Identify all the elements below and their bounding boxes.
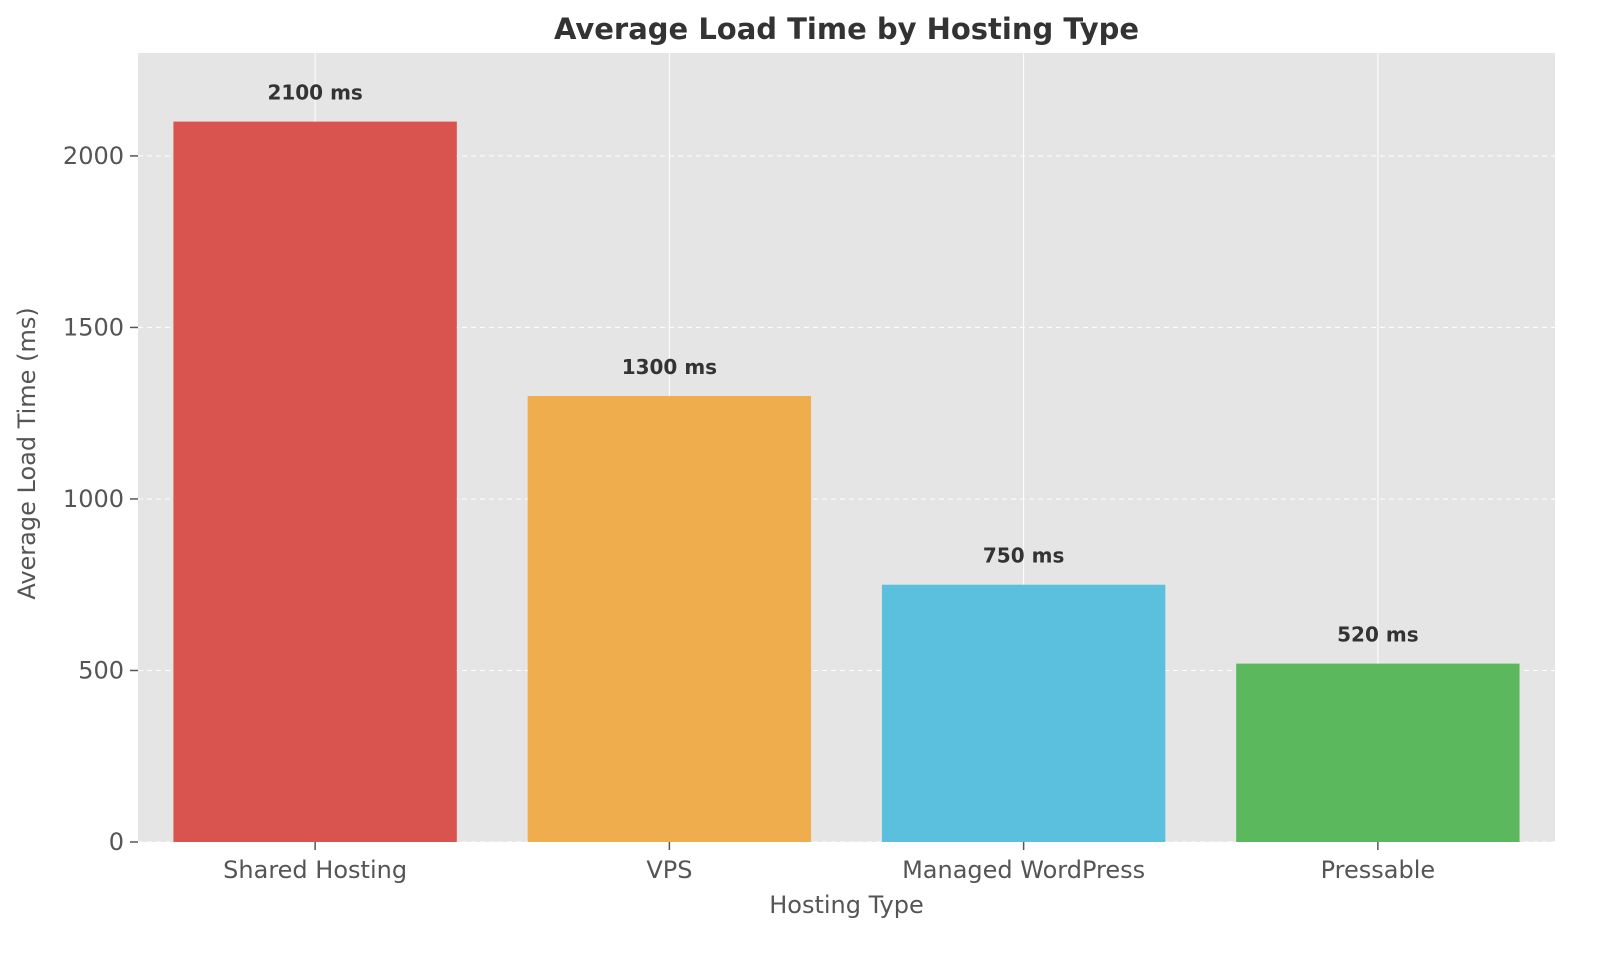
data-label: 520 ms bbox=[1337, 623, 1418, 647]
bar-managed-wordpress bbox=[881, 584, 1166, 842]
y-axis-label: Average Load Time (ms) bbox=[13, 307, 41, 599]
y-tick-label: 0 bbox=[109, 828, 124, 856]
x-tick-label: Managed WordPress bbox=[902, 856, 1145, 884]
data-label: 1300 ms bbox=[622, 355, 717, 379]
y-tick-label: 2000 bbox=[63, 142, 124, 170]
data-label: 2100 ms bbox=[267, 81, 362, 105]
y-tick-label: 1500 bbox=[63, 313, 124, 341]
x-axis-ticks: Shared Hosting VPS Managed WordPress Pressa… bbox=[223, 842, 1435, 884]
bar-pressable bbox=[1236, 663, 1520, 842]
bar-shared-hosting bbox=[173, 121, 457, 842]
y-tick-label: 1000 bbox=[63, 485, 124, 513]
bar-vps bbox=[527, 396, 812, 842]
y-tick-label: 500 bbox=[78, 656, 124, 684]
data-label: 750 ms bbox=[983, 544, 1064, 568]
x-tick-label: Pressable bbox=[1321, 856, 1436, 884]
y-axis-ticks: 0 500 1000 1500 2000 bbox=[63, 142, 138, 856]
x-tick-label: VPS bbox=[646, 856, 692, 884]
x-axis-label: Hosting Type bbox=[769, 891, 924, 919]
bars bbox=[173, 121, 1520, 842]
x-tick-label: Shared Hosting bbox=[223, 856, 407, 884]
chart-title: Average Load Time by Hosting Type bbox=[554, 12, 1139, 46]
data-labels: 2100 ms 1300 ms 750 ms 520 ms bbox=[267, 81, 1418, 647]
